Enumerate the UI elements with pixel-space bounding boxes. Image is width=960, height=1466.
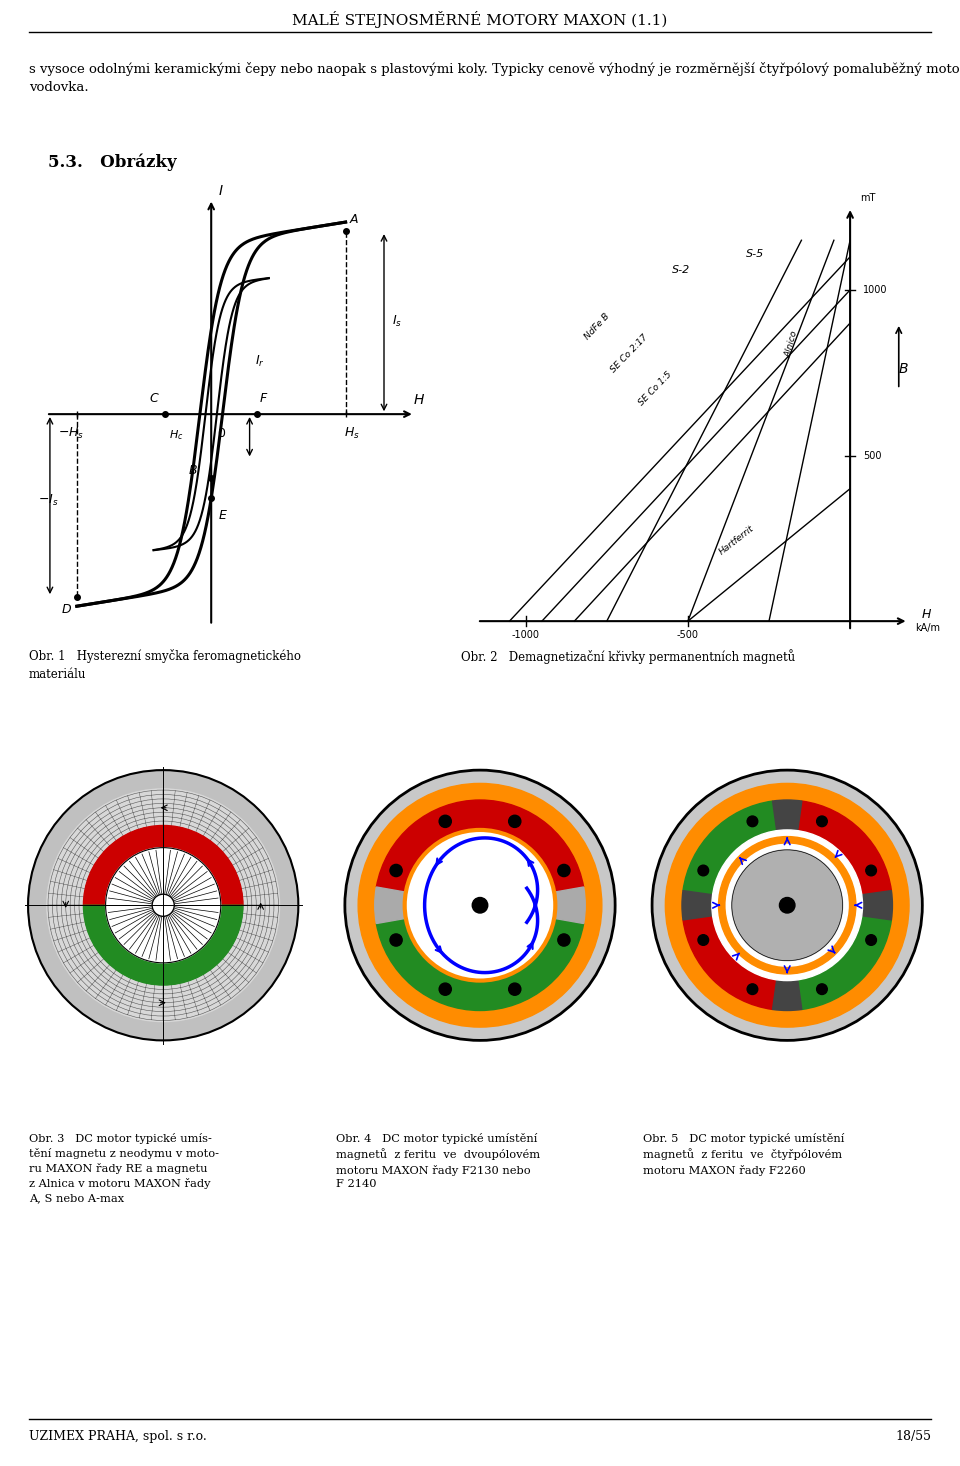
Wedge shape (84, 905, 243, 985)
Text: 18/55: 18/55 (895, 1431, 931, 1443)
Circle shape (47, 789, 279, 1022)
Circle shape (509, 984, 521, 995)
Text: B: B (899, 362, 908, 375)
Wedge shape (682, 891, 787, 919)
Text: -500: -500 (677, 630, 699, 639)
Circle shape (152, 894, 175, 916)
Text: A: A (349, 213, 358, 226)
Circle shape (405, 830, 555, 981)
Text: I: I (219, 183, 223, 198)
Circle shape (558, 934, 570, 946)
Text: S-5: S-5 (746, 249, 764, 259)
Circle shape (439, 815, 451, 827)
Circle shape (718, 837, 856, 973)
Circle shape (345, 770, 615, 1041)
Text: SE Co 2:17: SE Co 2:17 (610, 333, 650, 375)
Wedge shape (84, 825, 243, 905)
Circle shape (727, 844, 848, 966)
Circle shape (747, 984, 757, 994)
Circle shape (358, 783, 602, 1028)
Text: Obr. 1   Hysterezní smyčka feromagnetického
materiálu: Obr. 1 Hysterezní smyčka feromagnetickéh… (29, 649, 300, 682)
Wedge shape (773, 800, 802, 905)
Text: D: D (61, 604, 71, 616)
Wedge shape (480, 887, 586, 924)
Wedge shape (683, 800, 787, 905)
Text: kA/m: kA/m (915, 623, 940, 633)
Circle shape (106, 847, 221, 963)
Text: 500: 500 (863, 450, 881, 460)
Text: Obr. 3   DC motor typické umís-
tění magnetu z neodymu v moto-
ru MAXON řady RE : Obr. 3 DC motor typické umís- tění magne… (29, 1133, 219, 1204)
Text: 1000: 1000 (863, 284, 888, 295)
Circle shape (558, 865, 570, 877)
Wedge shape (374, 887, 480, 924)
Circle shape (665, 783, 909, 1028)
Text: $H_c$: $H_c$ (169, 428, 183, 443)
Text: $I_s$: $I_s$ (392, 314, 401, 328)
Text: Obr. 4   DC motor typické umístění
magnetů  z feritu  ve  dvoupólovém
motoru MAX: Obr. 4 DC motor typické umístění magnetů… (336, 1133, 540, 1189)
Text: NdFe B: NdFe B (583, 312, 612, 342)
Text: H: H (922, 608, 931, 620)
Wedge shape (376, 800, 584, 905)
Circle shape (28, 770, 299, 1041)
Text: MALÉ STEJNOSMĚRNÉ MOTORY MAXON (1.1): MALÉ STEJNOSMĚRNÉ MOTORY MAXON (1.1) (292, 10, 668, 28)
Text: Obr. 2   Demagnetizační křivky permanentních magnetů: Obr. 2 Demagnetizační křivky permanentní… (461, 649, 795, 664)
Circle shape (780, 897, 795, 913)
Text: Hartferrit: Hartferrit (717, 525, 756, 557)
Text: Obr. 5   DC motor typické umístění
magnetů  z feritu  ve  čtyřpólovém
motoru MAX: Obr. 5 DC motor typické umístění magnetů… (643, 1133, 845, 1176)
Text: Alnico: Alnico (783, 330, 800, 358)
Wedge shape (787, 800, 892, 905)
Text: 5.3.   Obrázky: 5.3. Obrázky (48, 154, 177, 172)
Circle shape (817, 817, 828, 827)
Wedge shape (787, 905, 892, 1010)
Text: $I_r$: $I_r$ (255, 355, 265, 369)
Text: SE Co 1:5: SE Co 1:5 (637, 371, 674, 408)
Circle shape (732, 850, 843, 960)
Circle shape (390, 934, 402, 946)
Wedge shape (773, 905, 802, 1010)
Text: H: H (414, 393, 423, 408)
Circle shape (747, 817, 757, 827)
Text: $-I_s$: $-I_s$ (38, 493, 59, 507)
Wedge shape (376, 905, 584, 1010)
Circle shape (652, 770, 923, 1041)
Circle shape (712, 830, 862, 981)
Text: -1000: -1000 (512, 630, 540, 639)
Circle shape (698, 935, 708, 946)
Text: 0: 0 (217, 427, 225, 440)
Text: UZIMEX PRAHA, spol. s r.o.: UZIMEX PRAHA, spol. s r.o. (29, 1431, 206, 1443)
Text: s vysoce odolnými keramickými čepy nebo naopak s plastovými koly. Typicky cenově: s vysoce odolnými keramickými čepy nebo … (29, 62, 960, 94)
Text: mT: mT (860, 192, 876, 202)
Text: F: F (259, 391, 267, 405)
Circle shape (866, 865, 876, 875)
Text: C: C (150, 391, 158, 405)
Wedge shape (683, 905, 787, 1010)
Circle shape (390, 865, 402, 877)
Text: $-H_s$: $-H_s$ (58, 425, 84, 441)
Circle shape (439, 984, 451, 995)
Text: $H_s$: $H_s$ (344, 425, 359, 441)
Circle shape (472, 897, 488, 913)
Circle shape (817, 984, 828, 994)
Circle shape (509, 815, 521, 827)
Text: E: E (219, 509, 227, 522)
Text: S-2: S-2 (672, 265, 690, 276)
Circle shape (698, 865, 708, 875)
Text: B: B (188, 465, 197, 478)
Wedge shape (787, 891, 893, 919)
Circle shape (866, 935, 876, 946)
